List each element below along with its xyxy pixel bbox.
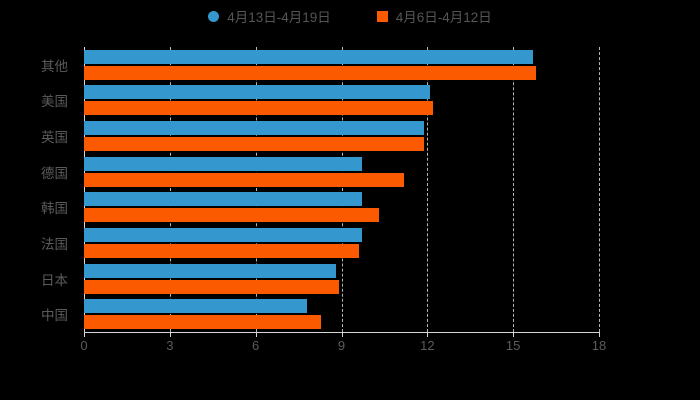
y-axis-category-labels: 其他美国英国德国韩国法国日本中国 (0, 47, 76, 332)
x-tick-label-18: 18 (591, 338, 607, 353)
bar-series-b[interactable] (84, 279, 339, 294)
x-tick-0 (84, 332, 85, 337)
x-tick-6 (255, 332, 257, 337)
bar-series-b[interactable] (84, 101, 434, 116)
x-tick-18 (599, 332, 600, 337)
bar-series-a[interactable] (84, 299, 308, 314)
x-tick-15 (513, 332, 515, 337)
bar-row (84, 85, 599, 116)
y-axis-label-3: 德国 (41, 165, 68, 181)
x-tick-12 (427, 332, 429, 337)
y-axis-label-2: 英国 (41, 130, 68, 146)
bar-row (84, 192, 599, 223)
legend-label-series-a: 4月13日-4月19日 (227, 10, 331, 25)
bar-series-a[interactable] (84, 156, 362, 171)
bar-series-a[interactable] (84, 121, 425, 136)
bar-series-b[interactable] (84, 137, 425, 152)
x-tick-label-3: 3 (166, 338, 174, 353)
x-axis-tick-labels: 0 3 6 9 12 15 18 (80, 338, 606, 358)
bar-series-b[interactable] (84, 172, 405, 187)
legend-circle-marker-icon (208, 10, 220, 22)
bar-row (84, 227, 599, 258)
y-axis-label-6: 日本 (41, 272, 68, 288)
x-tick-label-12: 12 (420, 338, 435, 353)
bar-series-a[interactable] (84, 49, 534, 64)
x-axis-ticks (84, 332, 600, 338)
y-axis-label-0: 其他 (41, 58, 68, 74)
bar-series-b[interactable] (84, 315, 322, 330)
y-axis-label-4: 韩国 (41, 201, 68, 217)
bar-series-b[interactable] (84, 65, 537, 80)
y-axis-label-5: 法国 (41, 236, 68, 252)
bar-series-b[interactable] (84, 208, 379, 223)
bar-row (84, 121, 599, 152)
bar-row (84, 263, 599, 294)
bar-series-a[interactable] (84, 263, 336, 278)
legend-item-series-b[interactable]: 4月6日-4月12日 (376, 6, 492, 26)
x-tick-label-15: 15 (505, 338, 521, 353)
bar-row (84, 299, 599, 330)
gridline-18 (599, 47, 601, 332)
bar-rows (84, 47, 599, 332)
bar-series-a[interactable] (84, 85, 431, 100)
plot-area (84, 47, 601, 332)
y-axis-label-1: 美国 (41, 94, 68, 110)
bar-row (84, 156, 599, 187)
chart-legend: 4月13日-4月19日 4月6日-4月12日 (0, 6, 700, 26)
x-tick-label-9: 9 (337, 338, 346, 353)
bar-series-b[interactable] (84, 243, 359, 258)
x-tick-3 (169, 332, 171, 337)
x-tick-label-6: 6 (252, 338, 260, 353)
x-tick-label-0: 0 (80, 338, 88, 353)
bar-series-a[interactable] (84, 227, 362, 242)
legend-item-series-a[interactable]: 4月13日-4月19日 (208, 6, 331, 26)
x-tick-9 (341, 332, 343, 337)
y-axis-label-7: 中国 (41, 308, 68, 324)
bar-series-a[interactable] (84, 192, 362, 207)
legend-label-series-b: 4月6日-4月12日 (395, 10, 492, 25)
bar-row (84, 49, 599, 80)
legend-square-marker-icon (376, 10, 388, 22)
